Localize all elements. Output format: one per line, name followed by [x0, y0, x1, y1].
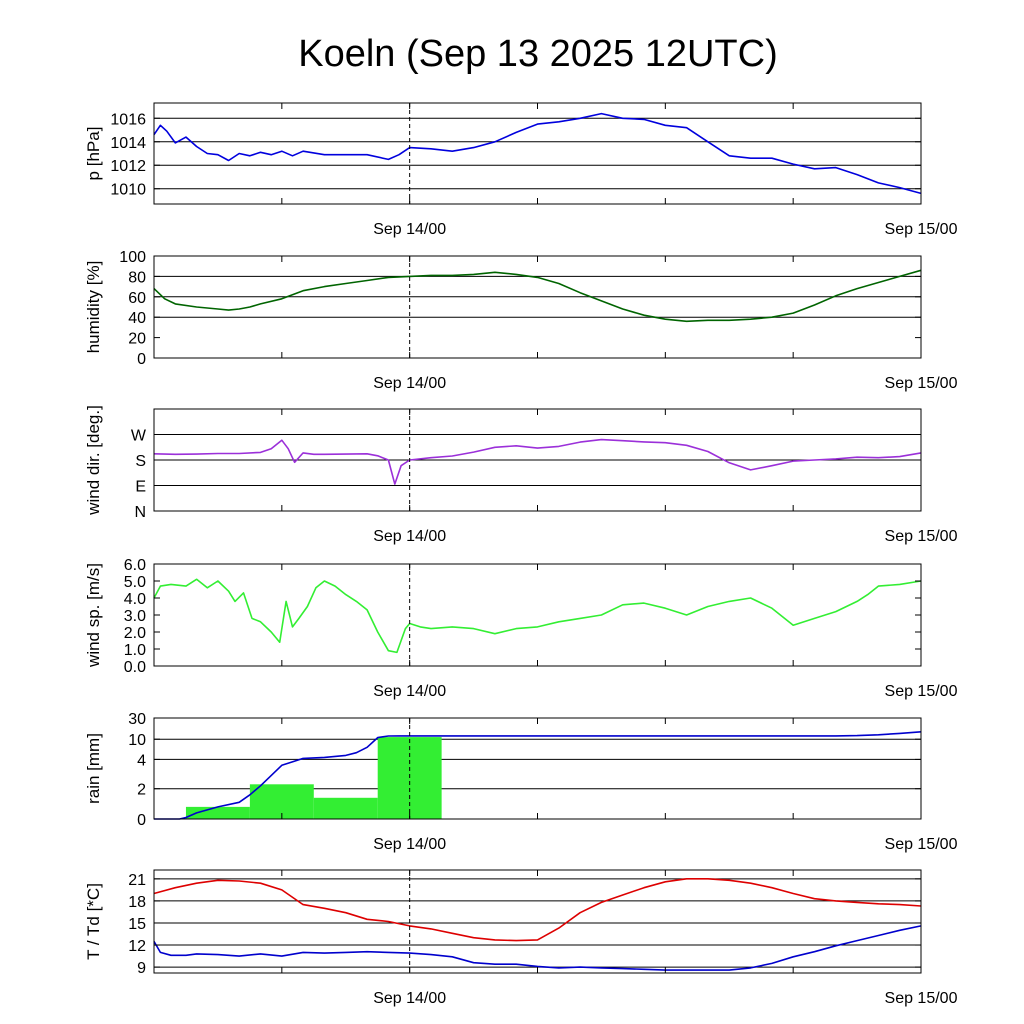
y-tick-label: 2 — [137, 782, 146, 799]
y-tick-label: 30 — [128, 711, 146, 728]
panel-rain: 0 2 4 10 30 Sep 14/00 Sep 15/00 rain [mm] — [84, 711, 958, 853]
panel-humidity: 0 20 40 60 80 100 Sep 14/00 Sep 15/00 humidity [… — [84, 249, 958, 392]
y-axis-label: humidity [%] — [84, 261, 103, 354]
panel-pressure: 1010 1012 1014 1016 Sep 14/00 Sep 15/00 p [hPa… — [84, 102, 958, 238]
y-tick-label: 20 — [128, 331, 146, 348]
y-tick-label: E — [135, 479, 146, 496]
panel-temperature: 9 12 15 18 21 Sep 14/00 Sep 15/00 T / Td [*C] — [84, 869, 958, 1007]
x-tick-label: Sep 15/00 — [885, 375, 958, 392]
y-tick-label: 80 — [128, 269, 146, 286]
x-tick-label: Sep 14/00 — [373, 375, 446, 392]
y-axis-label: wind dir. [deg.] — [84, 405, 103, 516]
x-tick-label: Sep 15/00 — [885, 990, 958, 1007]
series-line-wind-speed — [153, 578, 922, 654]
chart-title: Koeln (Sep 13 2025 12UTC) — [298, 33, 778, 75]
x-tick-label: Sep 14/00 — [373, 221, 446, 238]
x-tick-label: Sep 14/00 — [373, 990, 446, 1007]
y-axis-label: T / Td [*C] — [84, 883, 103, 960]
y-axis-label: p [hPa] — [84, 127, 103, 181]
x-tick-label: Sep 15/00 — [885, 836, 958, 853]
y-tick-label: 0.0 — [124, 659, 146, 676]
x-tick-label: Sep 14/00 — [373, 528, 446, 545]
x-tick-label: Sep 15/00 — [885, 683, 958, 700]
x-tick-label: Sep 15/00 — [885, 528, 958, 545]
y-tick-label: 5.0 — [124, 574, 146, 591]
y-tick-label: 1016 — [110, 111, 146, 128]
y-tick-label: 2.0 — [124, 625, 146, 642]
y-tick-label: S — [135, 453, 146, 470]
y-tick-label: 15 — [128, 916, 146, 933]
y-tick-label: 9 — [137, 960, 146, 977]
series-line-t — [153, 877, 922, 942]
series-line-td — [153, 925, 922, 971]
panel-wind_speed: 0.01.02.03.04.05.06.0 Sep 14/00 Sep 15/00 w… — [84, 557, 958, 700]
y-tick-label: 0 — [137, 812, 146, 829]
series-line-accumulated-rain — [154, 731, 922, 820]
y-tick-label: 1.0 — [124, 642, 146, 659]
y-tick-label: 1010 — [110, 182, 146, 199]
x-tick-label: Sep 14/00 — [373, 836, 446, 853]
series-line-pressure — [153, 112, 922, 195]
x-tick-label: Sep 14/00 — [373, 683, 446, 700]
rain-bar — [185, 806, 250, 819]
panel-frame — [153, 255, 922, 359]
y-tick-label: N — [134, 504, 146, 521]
y-tick-label: W — [131, 428, 147, 445]
series-line-wind-direction — [153, 438, 922, 485]
y-tick-label: 1014 — [110, 135, 146, 152]
y-tick-label: 0 — [137, 351, 146, 368]
y-tick-label: 6.0 — [124, 557, 146, 574]
y-tick-label: 1012 — [110, 158, 146, 175]
y-tick-label: 12 — [128, 938, 146, 955]
y-tick-label: 21 — [128, 872, 146, 889]
series-line-humidity — [153, 269, 922, 323]
y-tick-label: 4 — [137, 752, 146, 769]
y-tick-label: 3.0 — [124, 608, 146, 625]
y-tick-label: 40 — [128, 310, 146, 327]
y-tick-label: 10 — [128, 732, 146, 749]
y-axis-label: rain [mm] — [84, 733, 103, 804]
y-tick-label: 4.0 — [124, 591, 146, 608]
y-tick-label: 60 — [128, 290, 146, 307]
y-tick-label: 18 — [128, 894, 146, 911]
y-tick-label: 100 — [119, 249, 146, 266]
rain-bar — [313, 797, 378, 819]
x-tick-label: Sep 15/00 — [885, 221, 958, 238]
y-axis-label: wind sp. [m/s] — [84, 563, 103, 668]
panel-frame — [153, 563, 922, 667]
